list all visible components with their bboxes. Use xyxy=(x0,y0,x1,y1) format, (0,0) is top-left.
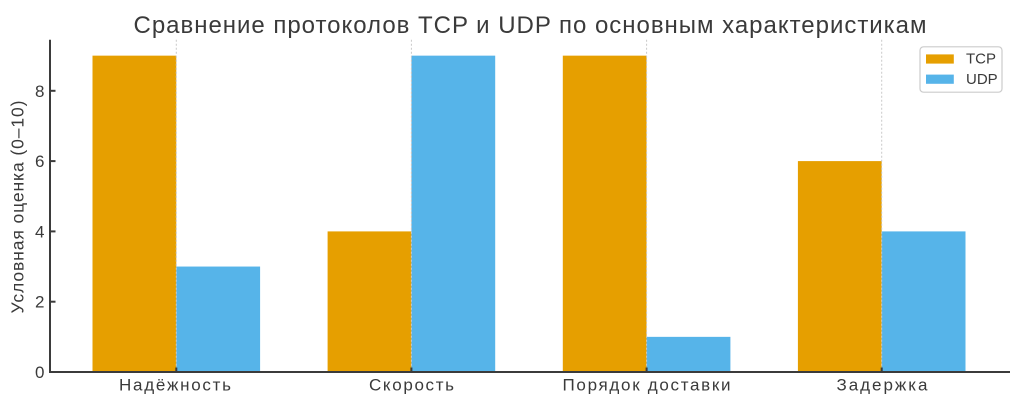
svg-text:UDP: UDP xyxy=(966,71,998,88)
svg-text:Условная оценка (0–10): Условная оценка (0–10) xyxy=(8,101,28,314)
svg-text:0: 0 xyxy=(35,363,44,382)
svg-text:4: 4 xyxy=(35,222,44,241)
svg-text:8: 8 xyxy=(35,82,44,101)
svg-text:TCP: TCP xyxy=(966,51,996,68)
svg-text:Сравнение протоколов TCP и UDP: Сравнение протоколов TCP и UDP по основн… xyxy=(134,12,927,39)
svg-text:Скорость: Скорость xyxy=(369,376,454,395)
svg-text:6: 6 xyxy=(35,152,44,171)
svg-text:2: 2 xyxy=(35,293,44,312)
svg-text:Надёжность: Надёжность xyxy=(119,376,231,395)
